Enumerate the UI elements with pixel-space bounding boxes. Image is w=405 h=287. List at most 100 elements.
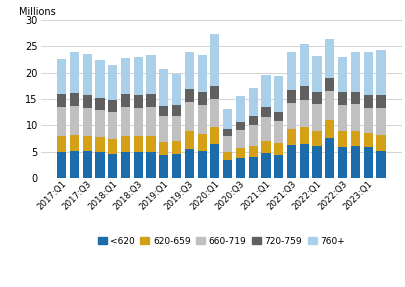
Bar — [57, 107, 66, 136]
Bar — [375, 108, 385, 135]
Bar — [108, 139, 117, 154]
Bar — [350, 131, 359, 146]
Bar — [222, 152, 232, 160]
Bar — [197, 55, 206, 92]
Bar — [362, 108, 372, 133]
Bar — [248, 125, 257, 146]
Bar — [108, 100, 117, 112]
Bar — [273, 112, 283, 121]
Bar — [299, 127, 308, 144]
Bar — [57, 152, 66, 178]
Bar — [362, 95, 372, 108]
Bar — [121, 107, 130, 136]
Bar — [172, 116, 181, 141]
Bar — [184, 89, 194, 102]
Bar — [210, 127, 219, 144]
Bar — [121, 94, 130, 107]
Bar — [299, 86, 308, 100]
Bar — [159, 141, 168, 155]
Bar — [146, 136, 155, 152]
Bar — [82, 136, 92, 151]
Bar — [133, 95, 143, 108]
Bar — [299, 44, 308, 86]
Bar — [222, 136, 232, 152]
Bar — [286, 103, 295, 129]
Bar — [273, 143, 283, 155]
Bar — [324, 38, 334, 78]
Bar — [57, 94, 66, 107]
Bar — [172, 141, 181, 154]
Bar — [222, 109, 232, 129]
Bar — [273, 155, 283, 178]
Bar — [197, 134, 206, 151]
Bar — [261, 153, 270, 178]
Bar — [261, 75, 270, 107]
Bar — [235, 122, 245, 130]
Bar — [312, 104, 321, 131]
Bar — [210, 99, 219, 127]
Bar — [146, 55, 155, 94]
Bar — [324, 78, 334, 91]
Bar — [286, 90, 295, 103]
Bar — [248, 157, 257, 178]
Bar — [350, 52, 359, 92]
Bar — [70, 93, 79, 106]
Bar — [95, 110, 104, 137]
Bar — [146, 152, 155, 178]
Bar — [159, 106, 168, 116]
Bar — [261, 107, 270, 117]
Bar — [172, 154, 181, 178]
Bar — [222, 160, 232, 178]
Bar — [70, 135, 79, 151]
Bar — [146, 94, 155, 107]
Bar — [324, 120, 334, 138]
Bar — [375, 151, 385, 178]
Bar — [235, 130, 245, 148]
Text: Millions: Millions — [19, 7, 55, 17]
Bar — [172, 74, 181, 105]
Bar — [286, 52, 295, 90]
Bar — [82, 151, 92, 178]
Bar — [82, 108, 92, 136]
Bar — [146, 107, 155, 136]
Bar — [261, 117, 270, 141]
Bar — [108, 65, 117, 100]
Bar — [121, 136, 130, 152]
Bar — [82, 54, 92, 95]
Bar — [121, 152, 130, 178]
Bar — [312, 92, 321, 104]
Bar — [197, 92, 206, 105]
Bar — [57, 59, 66, 94]
Bar — [248, 146, 257, 157]
Bar — [350, 92, 359, 104]
Bar — [159, 155, 168, 178]
Bar — [172, 105, 181, 116]
Bar — [324, 91, 334, 120]
Bar — [82, 95, 92, 108]
Bar — [337, 147, 346, 178]
Bar — [133, 108, 143, 136]
Bar — [70, 151, 79, 178]
Bar — [312, 131, 321, 146]
Bar — [324, 138, 334, 178]
Bar — [337, 105, 346, 131]
Bar — [273, 76, 283, 112]
Bar — [375, 135, 385, 151]
Bar — [133, 136, 143, 152]
Bar — [337, 131, 346, 147]
Bar — [70, 52, 79, 93]
Bar — [248, 117, 257, 125]
Bar — [197, 105, 206, 134]
Bar — [273, 121, 283, 143]
Bar — [70, 106, 79, 135]
Bar — [159, 69, 168, 106]
Bar — [222, 129, 232, 136]
Bar — [133, 57, 143, 95]
Bar — [312, 146, 321, 178]
Bar — [248, 88, 257, 116]
Bar — [108, 112, 117, 139]
Bar — [375, 95, 385, 108]
Bar — [108, 154, 117, 178]
Bar — [299, 144, 308, 178]
Bar — [197, 151, 206, 178]
